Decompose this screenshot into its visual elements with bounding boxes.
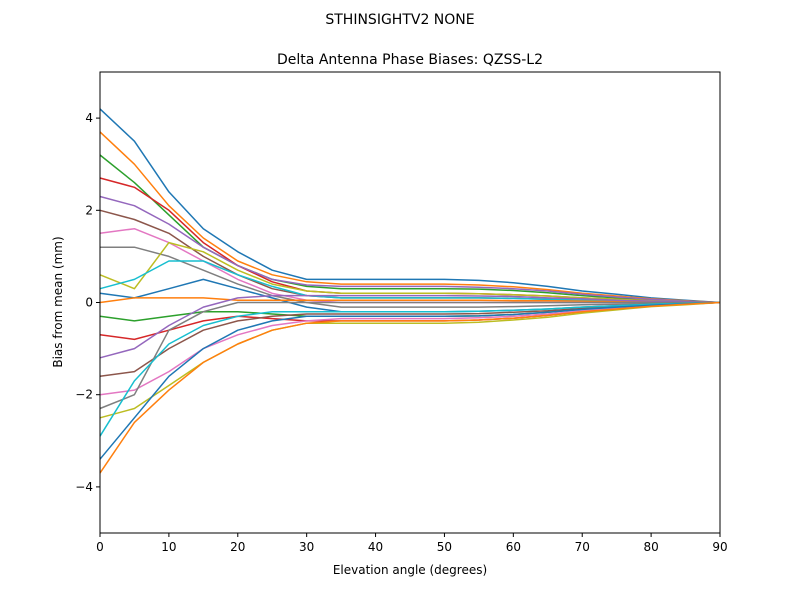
series-line-1 [99,108,721,304]
x-axis-ticks: 0 10 20 30 40 50 60 70 80 90 [96,533,728,554]
x-axis-label: Elevation angle (degrees) [333,563,487,577]
y-axis-label: Bias from mean (mm) [51,236,65,367]
series-lines [99,108,721,474]
x-tick-label: 40 [368,540,383,554]
x-tick-label: 50 [437,540,452,554]
series-line-15 [99,294,721,359]
chart-suptitle: STHINSIGHTV2 NONE [325,12,474,28]
series-line-18 [99,301,720,410]
series-line-20 [99,301,721,437]
y-tick-label: 0 [85,296,93,310]
x-tick-label: 90 [712,540,727,554]
y-tick-label: −2 [75,388,93,402]
x-tick-label: 30 [299,540,314,554]
x-tick-label: 80 [643,540,658,554]
x-tick-label: 60 [506,540,521,554]
series-line-21 [99,301,721,460]
series-line-9 [99,241,721,304]
x-tick-label: 70 [575,540,590,554]
series-line-8 [100,246,721,308]
series-line-12 [99,297,721,304]
series-line-19 [99,301,721,419]
x-tick-label: 20 [230,540,245,554]
series-line-5 [99,195,721,304]
x-tick-label: 10 [161,540,176,554]
chart-title: Delta Antenna Phase Biases: QZSS-L2 [277,52,543,68]
y-axis-ticks: −4 −2 0 2 4 [75,111,100,494]
y-tick-label: −4 [75,480,93,494]
x-tick-label: 0 [96,540,104,554]
series-line-2 [99,131,721,304]
series-line-22 [99,301,721,474]
y-tick-label: 2 [85,203,93,217]
y-tick-label: 4 [85,111,93,125]
